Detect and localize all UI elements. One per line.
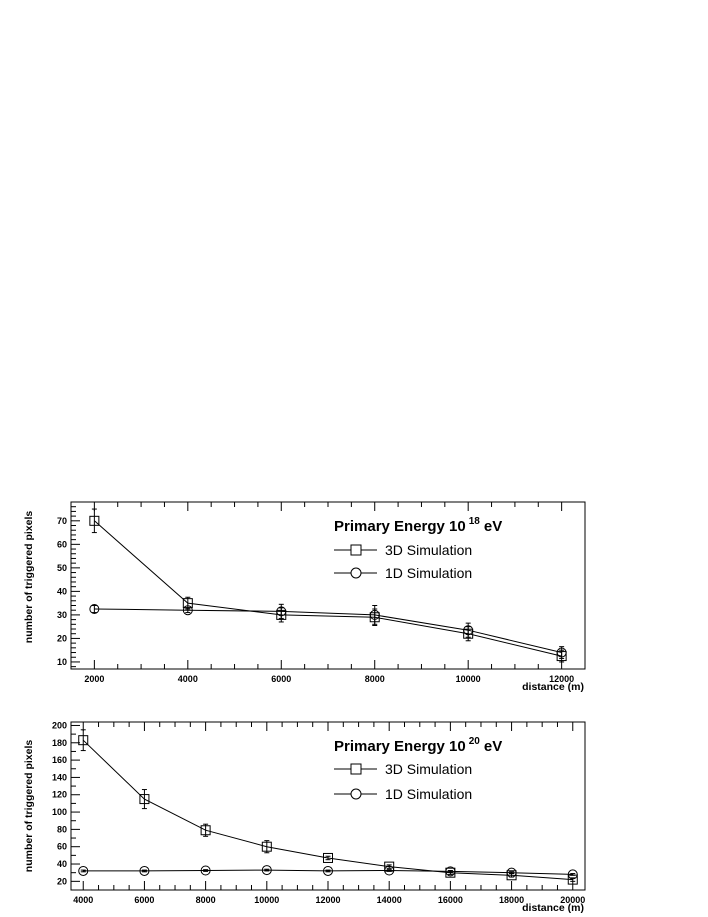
legend-title-unit: eV	[484, 518, 502, 535]
series-layer	[78, 729, 578, 885]
data-point-1d	[89, 604, 100, 615]
y-tick-label: 70	[57, 516, 67, 526]
y-tick-label: 20	[57, 876, 67, 886]
x-tick-label: 20000	[560, 895, 585, 905]
data-point-1d	[369, 609, 380, 620]
data-point-1d	[78, 865, 89, 876]
data-point-1d	[567, 869, 578, 880]
x-tick-label: 18000	[499, 895, 524, 905]
tick-labels: 10 20 30 40 50 60 70 2000 4000 6000 8000 10000 12000	[57, 516, 574, 684]
data-point-1d	[384, 865, 395, 876]
legend-title-base: Primary Energy 10	[334, 738, 466, 755]
data-point-3d	[506, 870, 517, 881]
data-point-3d	[89, 515, 100, 526]
x-tick-label: 8000	[196, 895, 216, 905]
data-point-3d	[139, 794, 150, 805]
legend: Primary Energy 10 20 eV 3D Simulation 1D S…	[334, 736, 502, 802]
data-point-3d	[78, 735, 89, 746]
series-3d-line	[94, 520, 562, 657]
legend-title: Primary Energy 10 20 eV	[334, 736, 502, 755]
series-layer	[89, 508, 567, 663]
y-tick-label: 10	[57, 657, 67, 667]
y-tick-label: 80	[57, 824, 67, 834]
legend-title-exponent: 18	[469, 516, 481, 527]
y-tick-label: 40	[57, 586, 67, 596]
legend-title: Primary Energy 10 18 eV	[334, 516, 502, 535]
legend-3d-marker	[350, 544, 362, 556]
y-tick-label: 30	[57, 610, 67, 620]
x-axis-title: distance (m)	[522, 902, 584, 914]
legend-title-base: Primary Energy 10	[334, 518, 466, 535]
data-point-1d	[139, 865, 150, 876]
x-tick-label: 16000	[438, 895, 463, 905]
y-tick-label: 20	[57, 633, 67, 643]
y-tick-label: 40	[57, 859, 67, 869]
x-tick-label: 6000	[134, 895, 154, 905]
x-tick-label: 4000	[73, 895, 93, 905]
y-tick-label: 180	[52, 738, 67, 748]
legend-3d-label: 3D Simulation	[385, 761, 472, 777]
y-tick-label: 200	[52, 720, 67, 730]
y-axis-title: number of triggered pixels	[23, 511, 35, 644]
y-axis-title: number of triggered pixels	[23, 740, 35, 873]
x-axis-title: distance (m)	[522, 681, 584, 693]
x-tick-label: 12000	[549, 674, 574, 684]
x-tick-label: 10000	[456, 674, 481, 684]
legend-3d-marker	[350, 763, 362, 775]
legend-3d-label: 3D Simulation	[385, 542, 472, 558]
y-tick-label: 100	[52, 807, 67, 817]
tick-labels: 20 40 60 80 100 120 140 160 180 200 4000 6000 8000 10…	[52, 720, 585, 905]
y-tick-label: 120	[52, 790, 67, 800]
x-tick-label: 6000	[271, 674, 291, 684]
y-tick-label: 140	[52, 772, 67, 782]
series-1d-line	[94, 608, 562, 653]
data-point-1d	[323, 865, 333, 876]
x-tick-label: 2000	[84, 674, 104, 684]
chart-panel-top: 10 20 30 40 50 60 70 2000 4000 6000 8000 10000 12000…	[23, 501, 586, 693]
data-point-1d	[182, 605, 193, 616]
y-tick-label: 160	[52, 755, 67, 765]
x-tick-label: 12000	[315, 895, 340, 905]
data-point-1d	[276, 606, 287, 617]
data-point-3d	[261, 841, 272, 852]
x-tick-label: 4000	[178, 674, 198, 684]
legend-1d-label: 1D Simulation	[385, 565, 472, 581]
y-tick-label: 50	[57, 563, 67, 573]
legend-1d-label: 1D Simulation	[385, 786, 472, 802]
axis-ticks	[70, 501, 586, 669]
legend-title-unit: eV	[484, 738, 502, 755]
x-tick-label: 14000	[377, 895, 402, 905]
data-point-1d	[200, 865, 211, 876]
legend: Primary Energy 10 18 eV 3D Simulation 1D S…	[334, 516, 502, 581]
legend-1d-marker	[350, 788, 362, 800]
data-point-1d	[261, 865, 272, 876]
y-tick-label: 60	[57, 539, 67, 549]
data-point-3d	[323, 852, 333, 863]
legend-title-exponent: 20	[469, 736, 481, 747]
y-tick-label: 60	[57, 842, 67, 852]
data-point-1d	[463, 625, 474, 636]
x-tick-label: 10000	[254, 895, 279, 905]
legend-1d-marker	[350, 567, 362, 579]
data-point-1d	[506, 867, 517, 878]
data-point-1d	[556, 647, 567, 658]
data-point-3d	[200, 825, 211, 836]
data-point-1d	[445, 866, 456, 877]
chart-panel-bottom: 20 40 60 80 100 120 140 160 180 200 4000 6000 8000 10…	[23, 720, 586, 914]
x-tick-label: 8000	[365, 674, 385, 684]
